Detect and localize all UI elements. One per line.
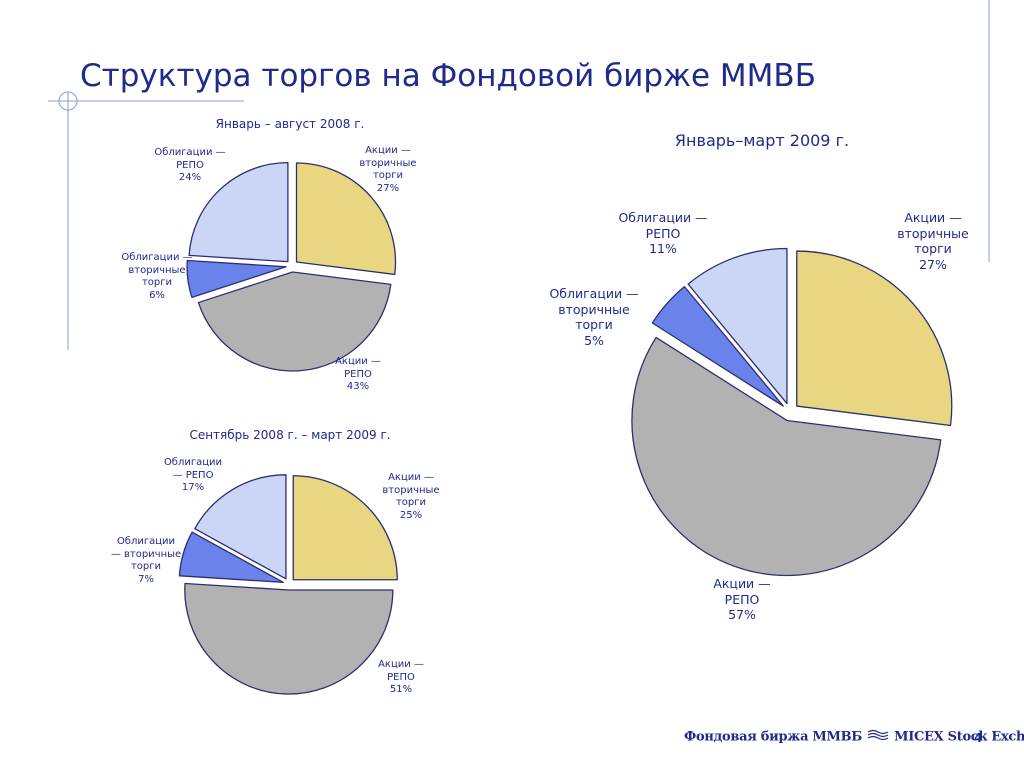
slide-title: Структура торгов на Фондовой бирже ММВБ — [80, 58, 816, 94]
slice-label-bonds-repo: Облигации — РЕПО 24% — [135, 147, 245, 185]
slice-label-line: Облигации — [116, 536, 176, 547]
slice-label-line: 57% — [728, 607, 756, 622]
slice-label-line: вторичные — [558, 301, 630, 317]
slice-label-line: Акции — — [378, 659, 424, 670]
slice-label-line: Акции — — [713, 576, 771, 591]
pie-slice-stocks-secondary — [295, 162, 397, 276]
pie-slice-bonds-repo — [687, 247, 788, 405]
chart-title-2: Сентябрь 2008 г. – март 2009 г. — [189, 428, 391, 442]
slice-label-line: РЕПО — [724, 591, 760, 607]
pie-chart-3 — [631, 247, 953, 577]
slice-label-line: вторичные — [128, 264, 186, 276]
pie-slice-stocks-repo — [197, 271, 392, 372]
pie-chart-2 — [178, 474, 398, 695]
slice-label-line: Облигации — [163, 457, 223, 468]
slice-label-line: торги — [395, 497, 427, 508]
slice-label-line: 6% — [149, 289, 165, 301]
slice-label-bonds-repo: Облигации — РЕПО 17% — [138, 457, 248, 495]
pie-chart-1 — [186, 161, 397, 372]
slice-label-line: торги — [372, 170, 404, 181]
micex-logo: Фондовая биржа ММВБ MICEX Stock Exchange — [684, 729, 1024, 745]
pie-slice-stocks-secondary — [292, 475, 398, 581]
slice-label-line: Облигации — — [549, 286, 639, 301]
page-number: 4 — [974, 731, 983, 745]
slice-label-stocks-secondary: Акции — вторичные торги 25% — [356, 472, 466, 522]
slice-label-stocks-repo: Акции — РЕПО 51% — [346, 659, 456, 697]
slice-label-line: вторичные — [897, 225, 969, 241]
slice-label-line: торги — [914, 241, 952, 256]
slice-label-line: — вторичные — [110, 548, 182, 560]
slice-label-bonds-secondary: Облигации — вторичные торги 7% — [91, 536, 201, 586]
pie-slice-bonds-repo — [194, 474, 287, 580]
chart-title-1: Январь – август 2008 г. — [215, 117, 365, 131]
logo-text-en: MICEX Stock Exchange — [894, 729, 1024, 745]
pie-slice-bonds-secondary — [178, 531, 284, 583]
slice-label-line: 24% — [178, 172, 202, 183]
slice-label-line: 51% — [389, 684, 413, 695]
slice-label-line: Акции — — [335, 356, 381, 367]
slice-label-line: РЕПО — [176, 159, 204, 171]
pie-slice-bonds-repo — [188, 161, 289, 263]
slice-label-line: Акции — — [388, 472, 434, 483]
slice-label-line: 25% — [399, 509, 423, 521]
logo-waves-icon — [867, 729, 889, 745]
slice-label-line: Акции — — [365, 145, 411, 156]
slice-label-bonds-secondary: Облигации — вторичные торги 5% — [529, 286, 659, 348]
pie-slice-stocks-repo — [184, 582, 394, 695]
slice-label-line: 5% — [584, 332, 604, 348]
slice-label-stocks-secondary: Акции — вторичные торги 27% — [333, 145, 443, 195]
slice-label-line: торги — [130, 561, 162, 572]
slice-label-line: Акции — — [904, 210, 962, 225]
pie-slice-stocks-repo — [631, 336, 942, 577]
slice-label-line: Облигации — — [154, 147, 226, 158]
slice-label-line: РЕПО — [387, 671, 415, 683]
slice-label-line: Облигации — — [121, 252, 193, 263]
crosshair-circle — [58, 91, 78, 111]
slice-label-line: 7% — [138, 573, 154, 585]
slice-label-line: 27% — [919, 256, 947, 272]
pie-slice-bonds-secondary — [651, 285, 784, 407]
pie-slice-stocks-secondary — [796, 250, 953, 427]
slice-label-line: 11% — [649, 241, 677, 256]
slice-label-line: торги — [575, 317, 613, 332]
slice-label-stocks-secondary: Акции — вторичные торги 27% — [868, 210, 998, 272]
slice-label-line: Облигации — — [618, 210, 708, 225]
slice-label-line: вторичные — [382, 484, 440, 496]
slice-label-line: 17% — [181, 482, 205, 493]
slice-label-bonds-secondary: Облигации — вторичные торги 6% — [102, 252, 212, 302]
slice-label-line: вторичные — [359, 157, 417, 169]
slice-label-stocks-repo: Акции — РЕПО 57% — [677, 576, 807, 623]
pie-slice-bonds-secondary — [186, 259, 287, 298]
chart-title-3: Январь–март 2009 г. — [674, 131, 850, 150]
slice-label-line: 43% — [346, 381, 370, 392]
slice-label-line: РЕПО — [645, 225, 681, 241]
slice-label-line: 27% — [376, 182, 400, 194]
slice-label-line: РЕПО — [344, 368, 372, 380]
slice-label-line: торги — [141, 277, 173, 288]
logo-text-ru: Фондовая биржа ММВБ — [684, 729, 863, 745]
slice-label-stocks-repo: Акции — РЕПО 43% — [303, 356, 413, 394]
slice-label-bonds-repo: Облигации — РЕПО 11% — [598, 210, 728, 257]
slice-label-line: — РЕПО — [172, 469, 214, 481]
